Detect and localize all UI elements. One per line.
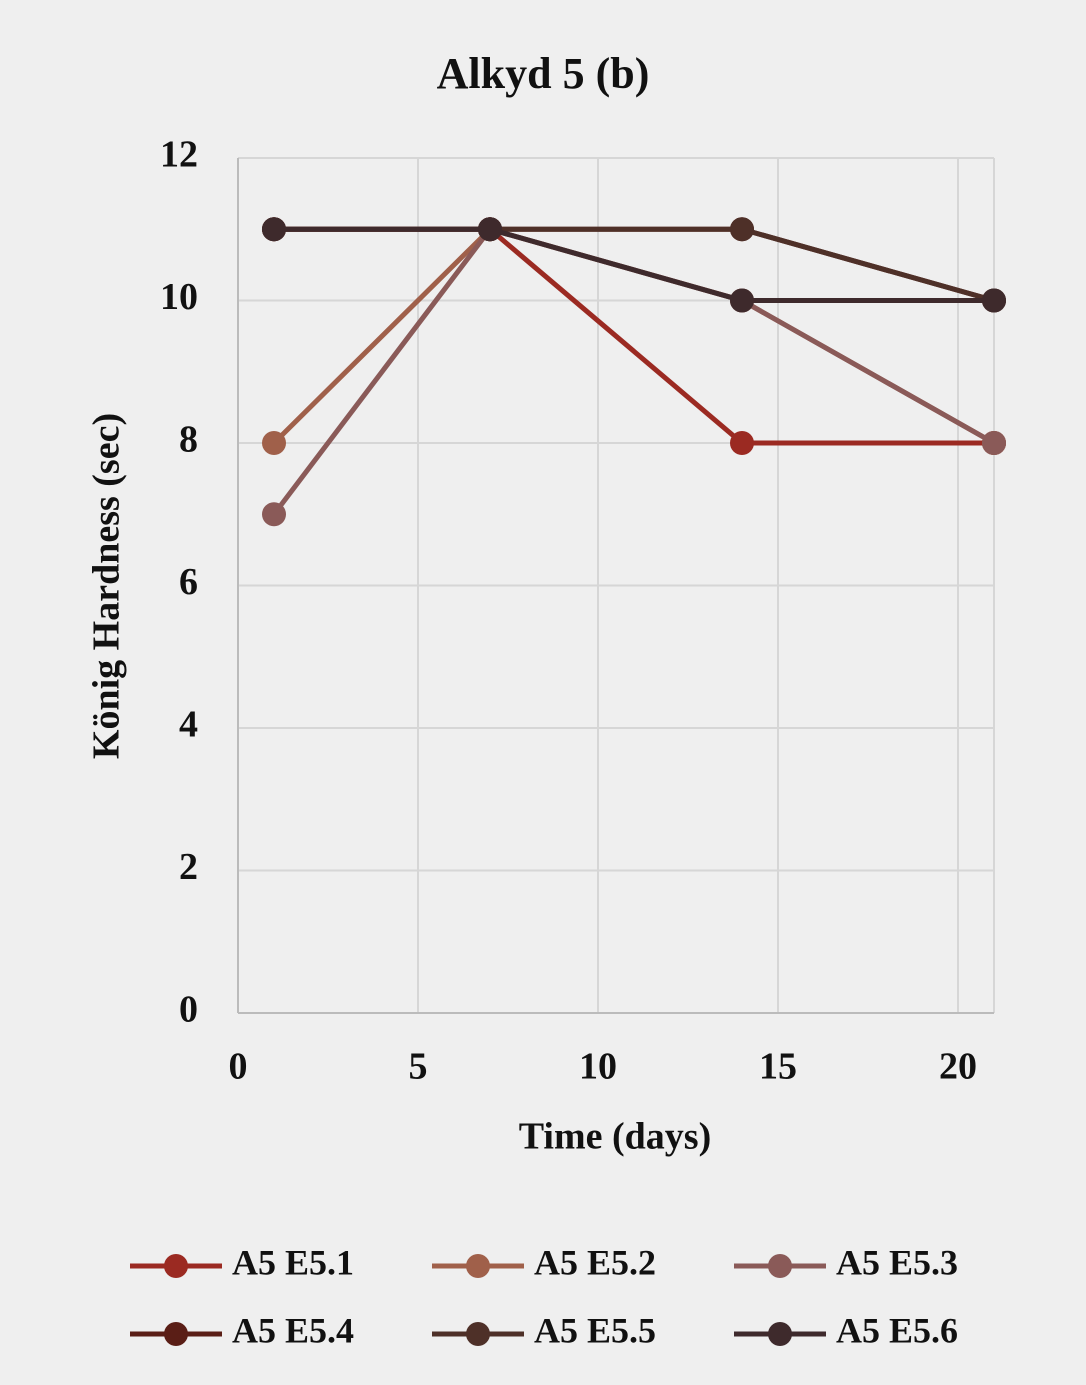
data-point bbox=[478, 217, 502, 242]
x-tick-label: 10 bbox=[579, 1046, 617, 1088]
data-point bbox=[730, 217, 754, 242]
legend-marker bbox=[466, 1322, 490, 1346]
data-point bbox=[982, 288, 1006, 313]
chart-title: Alkyd 5 (b) bbox=[437, 49, 650, 98]
data-point bbox=[982, 431, 1006, 455]
legend-label: A5 E5.4 bbox=[232, 1310, 354, 1350]
series-line bbox=[272, 226, 996, 446]
data-point bbox=[730, 431, 754, 455]
series-line bbox=[274, 226, 994, 303]
legend-label: A5 E5.3 bbox=[836, 1242, 958, 1282]
legend-label: A5 E5.5 bbox=[534, 1310, 656, 1350]
x-axis-label: Time (days) bbox=[519, 1116, 711, 1158]
legend-label: A5 E5.6 bbox=[836, 1310, 958, 1350]
legend-marker bbox=[768, 1322, 792, 1346]
series-line bbox=[274, 226, 995, 303]
x-tick-label: 20 bbox=[939, 1046, 977, 1088]
x-tick-label: 15 bbox=[759, 1046, 797, 1088]
legend-label: A5 E5.2 bbox=[534, 1242, 656, 1282]
data-point bbox=[262, 502, 286, 527]
legend-marker bbox=[466, 1254, 490, 1278]
series-line bbox=[274, 226, 995, 303]
y-tick-label: 0 bbox=[179, 989, 198, 1031]
y-axis-label: König Hardness (sec) bbox=[86, 413, 128, 759]
data-point bbox=[262, 431, 286, 455]
legend-marker bbox=[768, 1254, 792, 1278]
y-tick-label: 2 bbox=[179, 846, 198, 888]
legend-marker bbox=[164, 1254, 188, 1278]
x-tick-label: 0 bbox=[229, 1046, 248, 1088]
data-point bbox=[262, 217, 286, 242]
y-tick-label: 8 bbox=[179, 419, 198, 461]
legend-label: A5 E5.1 bbox=[232, 1242, 354, 1282]
y-tick-label: 6 bbox=[179, 561, 198, 603]
data-point bbox=[730, 288, 754, 313]
y-tick-label: 12 bbox=[160, 134, 198, 176]
legend-marker bbox=[164, 1322, 188, 1346]
y-tick-label: 10 bbox=[160, 276, 198, 318]
x-tick-label: 5 bbox=[409, 1046, 428, 1088]
y-tick-label: 4 bbox=[179, 704, 198, 746]
